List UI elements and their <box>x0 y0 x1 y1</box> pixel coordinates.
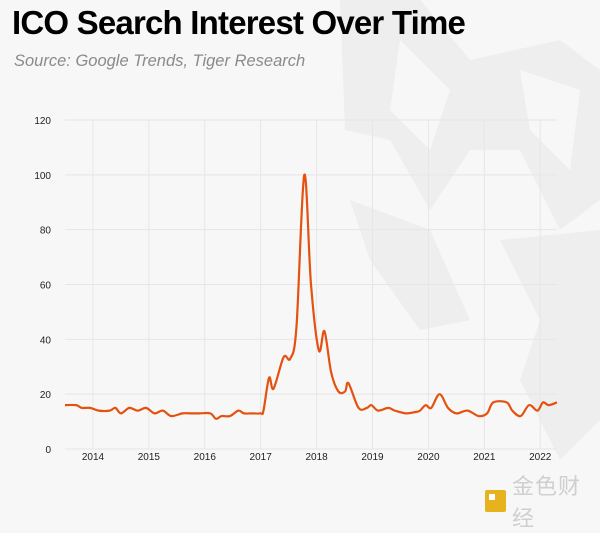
line-chart: 0 20 40 60 80 100 120 2014 2015 2016 2017 2018 2019 2… <box>0 0 600 503</box>
x-tick-label: 2018 <box>305 452 328 463</box>
x-tick-label: 2014 <box>82 452 105 463</box>
y-tick-label: 0 <box>45 445 51 456</box>
x-tick-label: 2015 <box>138 452 161 463</box>
x-tick-label: 2017 <box>250 452 273 463</box>
y-tick-label: 60 <box>40 281 52 292</box>
x-tick-label: 2019 <box>361 452 384 463</box>
y-tick-label: 100 <box>34 171 51 182</box>
x-tick-label: 2016 <box>194 452 217 463</box>
x-tick-label: 2020 <box>417 452 440 463</box>
y-tick-label: 120 <box>34 116 51 127</box>
y-tick-label: 20 <box>40 390 52 401</box>
x-tick-label: 2021 <box>473 452 496 463</box>
logo-icon <box>485 490 506 512</box>
series-line-ico <box>65 174 557 418</box>
y-tick-label: 80 <box>40 226 52 237</box>
y-tick-label: 40 <box>40 335 52 346</box>
watermark-text: 金色财经 <box>512 469 600 533</box>
x-tick-label: 2022 <box>529 452 552 463</box>
watermark-logo: 金色财经 <box>485 469 600 533</box>
